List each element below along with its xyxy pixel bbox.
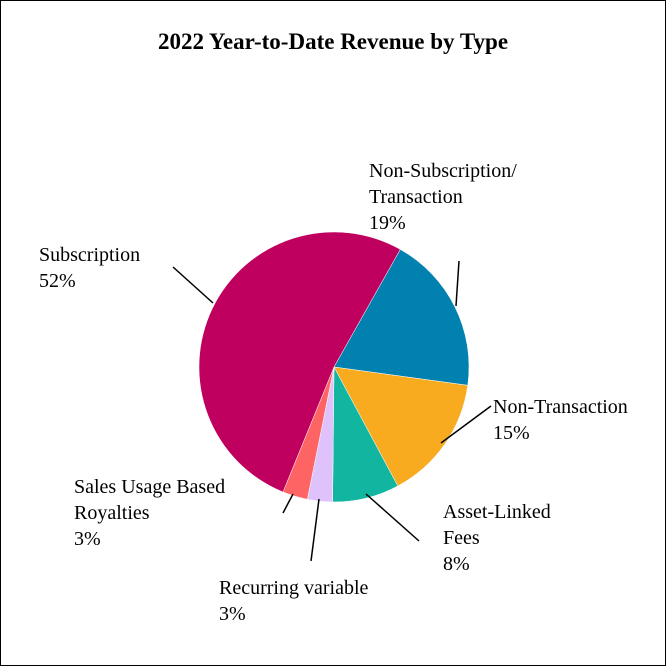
slice-label: Recurring variable bbox=[219, 577, 369, 599]
leader-line bbox=[282, 493, 294, 514]
chart-title: 2022 Year-to-Date Revenue by Type bbox=[157, 29, 509, 54]
leader-line bbox=[455, 260, 460, 307]
slice-value-label: 19% bbox=[369, 212, 406, 234]
slice-value-label: 52% bbox=[39, 270, 76, 292]
slice-value-label: 15% bbox=[493, 422, 530, 444]
leader-line bbox=[310, 498, 320, 562]
slice-value-label: 8% bbox=[443, 553, 470, 575]
pie-slice bbox=[333, 366, 469, 487]
slice-value-label: 3% bbox=[219, 603, 246, 625]
leader-line bbox=[365, 493, 420, 542]
slice-label: Sales Usage Based Royalties bbox=[74, 476, 226, 524]
leader-line bbox=[172, 266, 214, 304]
slice-label: Asset-Linked Fees bbox=[443, 501, 551, 549]
slice-label: Non-Transaction bbox=[493, 396, 628, 418]
pie-slice bbox=[333, 249, 470, 386]
slice-label: Non-Subscription/ Transaction bbox=[369, 160, 517, 208]
slice-label: Subscription bbox=[39, 244, 141, 266]
slice-value-label: 3% bbox=[74, 528, 101, 550]
pie-slice bbox=[198, 231, 401, 493]
leader-line bbox=[440, 405, 492, 444]
